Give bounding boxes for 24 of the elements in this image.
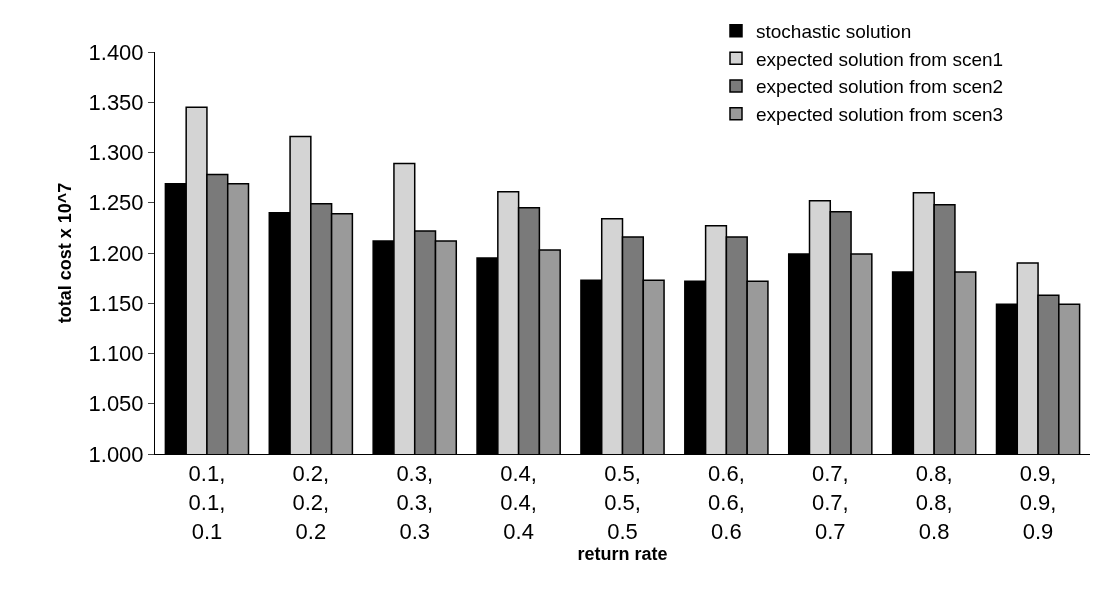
y-axis-title: total cost x 10^7 <box>54 182 75 324</box>
y-tick-label: 1.100 <box>88 341 144 367</box>
x-tick-label: 0.5, 0.5, 0.5 <box>604 461 641 544</box>
y-tick-label: 1.150 <box>88 290 144 316</box>
x-tick-label: 0.1, 0.1, 0.1 <box>188 461 226 544</box>
x-tick-label: 0.8, 0.8, 0.8 <box>915 461 953 544</box>
y-tick-label: 1.400 <box>88 39 144 65</box>
y-tick-label: 1.000 <box>88 441 144 467</box>
x-tick-label: 0.9, 0.9, 0.9 <box>1019 461 1057 544</box>
y-tick-label: 1.300 <box>88 140 144 166</box>
legend-label: stochastic solution <box>756 21 912 43</box>
x-tick-label: 0.3, 0.3, 0.3 <box>396 461 434 544</box>
x-tick-label: 0.7, 0.7, 0.7 <box>811 461 849 544</box>
y-tick-label: 1.200 <box>88 240 144 266</box>
legend-label: expected solution from scen1 <box>756 48 1004 70</box>
y-tick-label: 1.350 <box>88 89 144 115</box>
y-tick-label: 1.050 <box>88 391 144 417</box>
x-tick-label: 0.6, 0.6, 0.6 <box>708 461 745 544</box>
legend-label: expected solution from scen2 <box>756 76 1004 98</box>
x-tick-label: 0.2, 0.2, 0.2 <box>292 461 330 544</box>
x-tick-label: 0.4, 0.4, 0.4 <box>500 461 537 544</box>
y-tick-label: 1.250 <box>88 190 144 216</box>
legend-label: expected solution from scen3 <box>756 104 1004 126</box>
x-axis-title: return rate <box>577 543 668 564</box>
